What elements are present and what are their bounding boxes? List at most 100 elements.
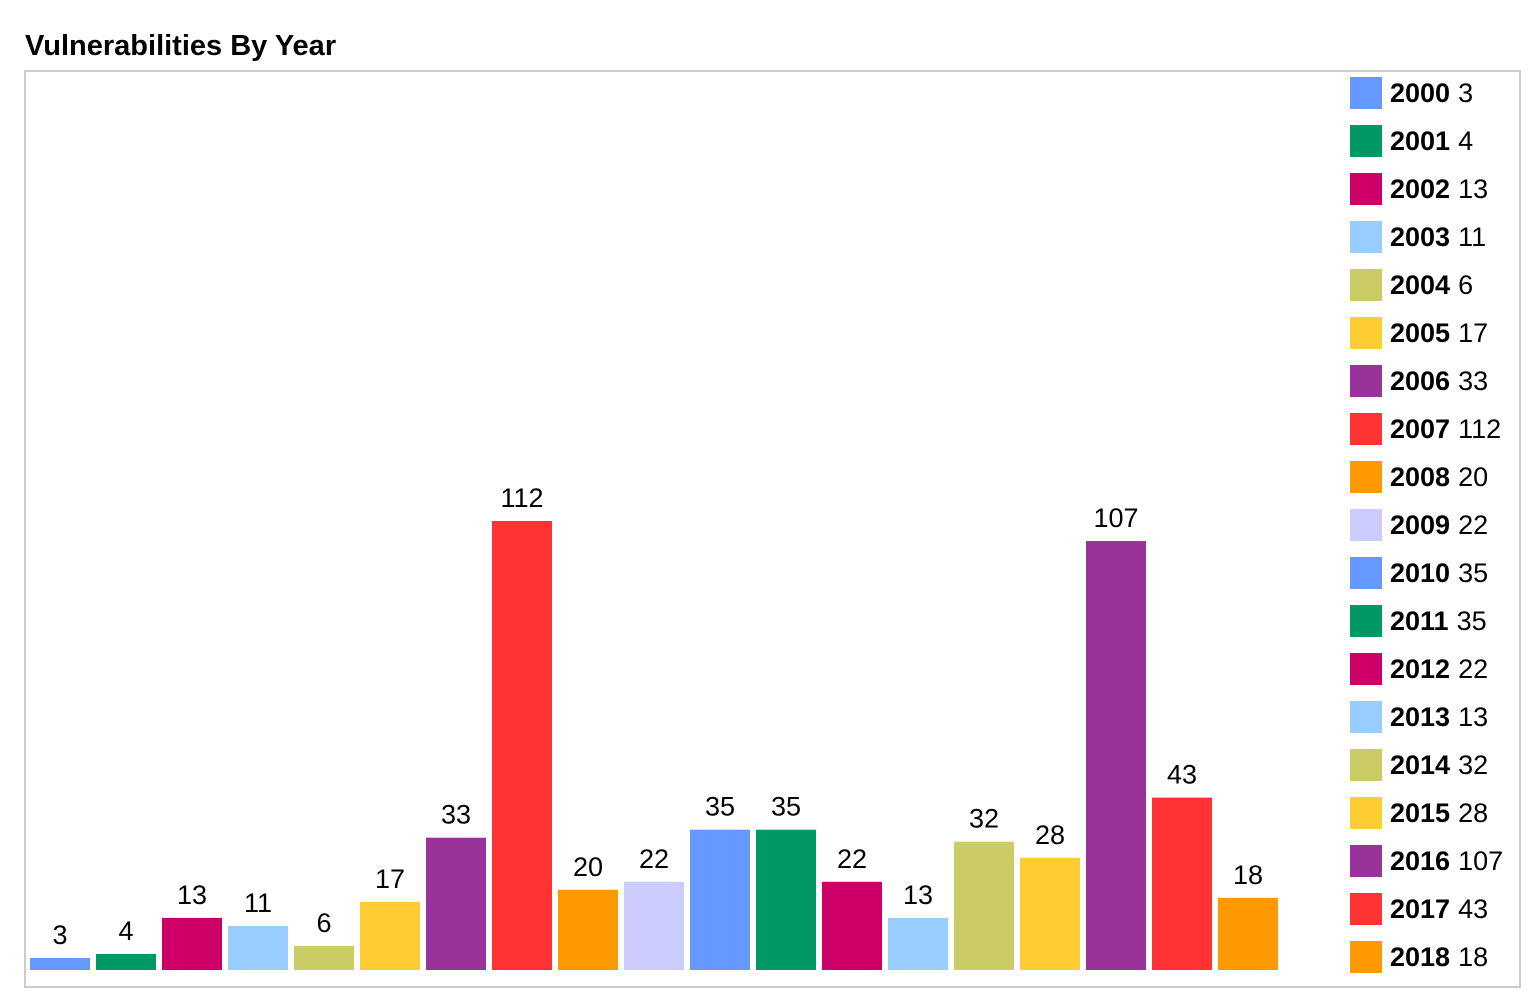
- legend-item-2001[interactable]: 2001 4: [1350, 124, 1473, 158]
- bar-2003[interactable]: [228, 925, 288, 970]
- legend-swatch: [1350, 125, 1382, 157]
- bar-2017[interactable]: [1152, 797, 1212, 970]
- legend-swatch: [1350, 77, 1382, 109]
- bar-2009[interactable]: [624, 881, 684, 970]
- legend-year: 2005: [1390, 317, 1451, 348]
- legend-year: 2004: [1390, 269, 1451, 300]
- legend-year: 2008: [1390, 461, 1451, 492]
- legend-item-2009[interactable]: 2009 22: [1350, 508, 1488, 542]
- legend-item-2005[interactable]: 2005 17: [1350, 316, 1488, 350]
- legend-value: 112: [1458, 413, 1502, 444]
- legend-year: 2015: [1390, 797, 1451, 828]
- legend-item-2007[interactable]: 2007 112: [1350, 412, 1501, 446]
- legend-item-2013[interactable]: 2013 13: [1350, 700, 1488, 734]
- legend-value: 3: [1458, 77, 1474, 108]
- data-label-2003: 11: [244, 888, 272, 918]
- data-label-2006: 33: [441, 800, 471, 830]
- bar-2004[interactable]: [294, 945, 354, 970]
- legend-year: 2009: [1390, 509, 1451, 540]
- bar-2006[interactable]: [426, 837, 486, 970]
- legend-year: 2007: [1390, 413, 1451, 444]
- data-label-2015: 28: [1035, 820, 1065, 850]
- legend-item-2008[interactable]: 2008 20: [1350, 460, 1488, 494]
- bar-2001[interactable]: [96, 953, 156, 970]
- bar-2018[interactable]: [1218, 897, 1278, 970]
- legend-year: 2011: [1390, 605, 1449, 636]
- legend-swatch: [1350, 893, 1382, 925]
- legend-swatch: [1350, 653, 1382, 685]
- legend-year: 2010: [1390, 557, 1451, 588]
- legend-value: 28: [1458, 797, 1489, 828]
- legend-year: 2003: [1390, 221, 1451, 252]
- data-label-2018: 18: [1233, 860, 1263, 890]
- legend-value: 20: [1458, 461, 1489, 492]
- data-label-2007: 112: [500, 483, 543, 513]
- bar-2002[interactable]: [162, 917, 222, 970]
- legend-swatch: [1350, 845, 1382, 877]
- legend-item-2014[interactable]: 2014 32: [1350, 748, 1488, 782]
- legend-item-2003[interactable]: 2003 11: [1350, 220, 1486, 254]
- bar-2015[interactable]: [1020, 857, 1080, 970]
- legend-item-2016[interactable]: 2016 107: [1350, 844, 1503, 878]
- legend-year: 2012: [1390, 653, 1451, 684]
- bar-2000[interactable]: [30, 957, 90, 970]
- legend-swatch: [1350, 509, 1382, 541]
- legend-year: 2002: [1390, 173, 1451, 204]
- data-label-2014: 32: [969, 804, 999, 834]
- legend-value: 11: [1458, 221, 1487, 252]
- legend-item-2017[interactable]: 2017 43: [1350, 892, 1488, 926]
- legend-value: 107: [1458, 845, 1504, 876]
- legend-swatch: [1350, 413, 1382, 445]
- legend-swatch: [1350, 797, 1382, 829]
- data-label-2005: 17: [375, 864, 405, 894]
- legend-year: 2006: [1390, 365, 1451, 396]
- legend-value: 22: [1458, 509, 1489, 540]
- bar-2011[interactable]: [756, 829, 816, 970]
- data-label-2001: 4: [118, 916, 133, 946]
- legend-value: 32: [1458, 749, 1489, 780]
- legend-item-2002[interactable]: 2002 13: [1350, 172, 1488, 206]
- legend-item-2010[interactable]: 2010 35: [1350, 556, 1488, 590]
- legend-swatch: [1350, 605, 1382, 637]
- legend-item-2004[interactable]: 2004 6: [1350, 268, 1473, 302]
- legend-item-2006[interactable]: 2006 33: [1350, 364, 1488, 398]
- bar-2010[interactable]: [690, 829, 750, 970]
- legend-swatch: [1350, 701, 1382, 733]
- legend-swatch: [1350, 461, 1382, 493]
- legend-swatch: [1350, 365, 1382, 397]
- bar-2013[interactable]: [888, 917, 948, 970]
- legend-value: 33: [1458, 365, 1489, 396]
- data-label-2009: 22: [639, 844, 669, 874]
- chart-frame: [24, 70, 1521, 988]
- legend-value: 13: [1458, 701, 1489, 732]
- bar-2008[interactable]: [558, 889, 618, 970]
- legend-item-2000[interactable]: 2000 3: [1350, 76, 1473, 110]
- bar-2012[interactable]: [822, 881, 882, 970]
- bar-2005[interactable]: [360, 901, 420, 970]
- legend-value: 13: [1458, 173, 1489, 204]
- bar-2014[interactable]: [954, 841, 1014, 970]
- legend-swatch: [1350, 557, 1382, 589]
- data-label-2012: 22: [837, 844, 867, 874]
- legend-value: 35: [1458, 557, 1489, 588]
- legend-item-2011[interactable]: 2011 35: [1350, 604, 1487, 638]
- legend-year: 2014: [1390, 749, 1451, 780]
- data-label-2000: 3: [52, 920, 67, 950]
- legend-item-2012[interactable]: 2012 22: [1350, 652, 1488, 686]
- data-label-2016: 107: [1093, 503, 1138, 533]
- legend-year: 2001: [1390, 125, 1451, 156]
- legend-value: 22: [1458, 653, 1489, 684]
- legend-item-2015[interactable]: 2015 28: [1350, 796, 1488, 830]
- chart-title: Vulnerabilities By Year: [25, 30, 337, 62]
- legend-value: 18: [1458, 941, 1489, 972]
- legend-year: 2013: [1390, 701, 1451, 732]
- bar-2007[interactable]: [492, 521, 552, 970]
- legend-value: 4: [1458, 125, 1474, 156]
- legend-item-2018[interactable]: 2018 18: [1350, 940, 1488, 974]
- legend-year: 2016: [1390, 845, 1451, 876]
- legend-swatch: [1350, 269, 1382, 301]
- bar-2016[interactable]: [1086, 541, 1146, 970]
- legend-swatch: [1350, 173, 1382, 205]
- legend-value: 35: [1456, 605, 1487, 636]
